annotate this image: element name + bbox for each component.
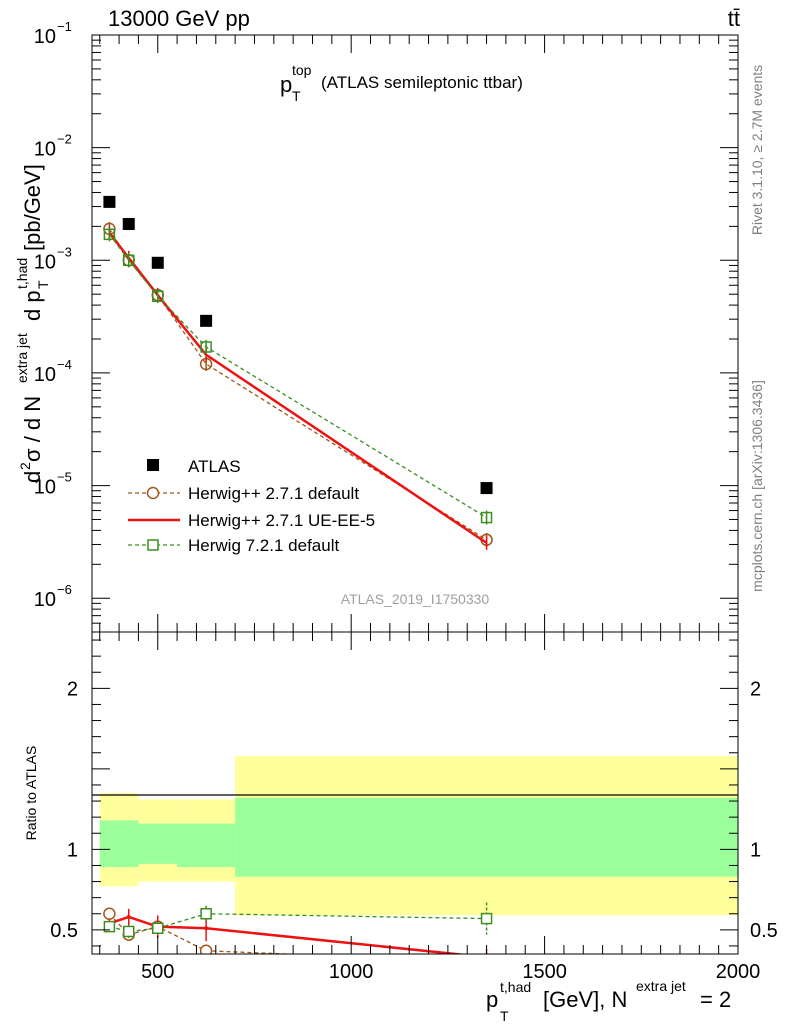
main-y-tick-exponent: −1: [57, 19, 72, 34]
herwig-7-2-1-default-main-point: [122, 254, 135, 267]
inner-band-bin-0: [99, 820, 120, 868]
plot-title-main: p: [280, 72, 292, 97]
mcplots-label: mcplots.cern.ch [arXiv:1306.3436]: [749, 380, 765, 592]
ratio-y-tick-label-right: 0.5: [750, 920, 778, 942]
plot-title-sub: T: [292, 88, 301, 104]
ratio-series: [103, 902, 493, 968]
atlas-data-point: [103, 195, 116, 208]
main-series: [103, 195, 493, 550]
x-tick-label: 2000: [716, 961, 761, 983]
ratio-frame: [91, 631, 739, 955]
legend-marker-herwigpp-default: [146, 486, 160, 500]
svg-text:extra jet: extra jet: [636, 978, 686, 994]
plot-title-sup: top: [292, 62, 312, 78]
legend-label-herwig7-default: Herwig 7.2.1 default: [188, 536, 339, 555]
herwig-7-2-1-default-ratio-point: [200, 908, 212, 920]
herwig-7-2-1-default-ratio-point: [152, 922, 164, 934]
herwig-7-2-1-default-ratio-point: [480, 912, 493, 925]
x-axis-label: p T t,had [GeV], N extra jet = 2: [486, 978, 731, 1024]
herwig-2-7-1-ue-ee-5-ratio-point: [126, 914, 131, 919]
svg-text:d p: d p: [20, 290, 45, 321]
legend-label-herwigpp-ueee5: Herwig++ 2.7.1 UE-EE-5: [188, 511, 375, 530]
inner-band-bin-4: [235, 797, 738, 877]
herwig-2-7-1-default-ratio-point: [103, 907, 116, 920]
energy-label: 13000 GeV pp: [108, 6, 250, 31]
svg-text:t,had: t,had: [500, 979, 531, 995]
x-tick-label: 500: [141, 961, 174, 983]
ratio-uncertainty-bands: [99, 755, 738, 916]
svg-text:extra jet: extra jet: [14, 333, 30, 383]
main-y-tick-label: 10: [34, 251, 56, 273]
x-tick-label: 1500: [522, 961, 567, 983]
main-y-tick-label: 10: [34, 589, 56, 611]
herwig-7-2-1-default-ratio-line: [109, 913, 487, 933]
herwig-7-2-1-default-main-point: [152, 290, 164, 302]
main-y-tick-label: 10: [34, 477, 56, 499]
atlas-data-point: [200, 314, 213, 327]
analysis-id: ATLAS_2019_I1750330: [341, 591, 490, 607]
atlas-data-point: [480, 482, 493, 495]
herwig-7-2-1-default-main-line: [108, 233, 487, 519]
atlas-data-point: [122, 217, 135, 230]
ratio-y-axis-label: Ratio to ATLAS: [23, 746, 39, 841]
svg-text:p: p: [486, 987, 498, 1012]
main-axis-ticks: 10−610−510−410−310−210−1: [34, 19, 739, 632]
herwig-2-7-1-ue-ee-5-ratio-point: [204, 926, 209, 931]
svg-text:[GeV], N: [GeV], N: [543, 987, 627, 1012]
x-tick-label: 1000: [329, 961, 374, 983]
ratio-y-tick-label-right: 2: [750, 678, 761, 700]
ratio-y-tick-label: 2: [67, 678, 78, 700]
herwig-7-2-1-default-main-point: [103, 228, 116, 241]
svg-text:= 2: = 2: [700, 987, 731, 1012]
main-panel: 10−610−510−410−310−210−1 p top T (ATLAS …: [34, 19, 739, 633]
svg-text:T: T: [35, 280, 51, 289]
herwig-2-7-1-default-ratio-point: [199, 944, 213, 954]
legend-marker-atlas: [147, 459, 159, 471]
main-y-tick-exponent: −5: [57, 470, 72, 485]
main-y-tick-exponent: −6: [57, 582, 72, 597]
svg-text:t,had: t,had: [14, 258, 30, 289]
herwig-2-7-1-default-ratio-point: [481, 957, 492, 968]
legend-marker-herwig7-default: [147, 539, 159, 551]
ratio-axis-ticks: 0.5 0.5 1 1 2 2 500 1000 1500 2000: [50, 632, 778, 983]
svg-text:2: 2: [17, 462, 33, 470]
herwig-7-2-1-default-ratio-point: [122, 925, 135, 938]
ratio-y-tick-label: 1: [67, 839, 78, 861]
herwig-2-7-1-ue-ee-5-ratio-point: [485, 955, 489, 959]
herwig-7-2-1-default-main-point: [480, 511, 493, 524]
herwig-7-2-1-default-main-point: [200, 341, 212, 353]
legend-label-herwigpp-default: Herwig++ 2.7.1 default: [188, 484, 359, 503]
main-y-tick-exponent: −4: [57, 357, 72, 372]
main-y-axis-label: d 2 σ / d N extra jet d p T t,had [pb/Ge…: [14, 164, 51, 483]
rivet-version-label: Rivet 3.1.10, ≥ 2.7M events: [749, 65, 765, 235]
legend: ATLAS Herwig++ 2.7.1 default Herwig++ 2.…: [128, 457, 375, 555]
inner-band-bin-2: [138, 823, 178, 864]
inner-band-bin-3: [177, 823, 236, 868]
main-y-tick-label: 10: [34, 364, 56, 386]
main-y-tick-exponent: −3: [57, 244, 72, 259]
svg-text:T: T: [500, 1008, 509, 1024]
herwig-7-2-1-default-ratio-point: [103, 920, 116, 933]
main-y-tick-label: 10: [34, 26, 56, 48]
legend-label-atlas: ATLAS: [188, 457, 241, 476]
svg-text:σ / d N: σ / d N: [20, 396, 45, 462]
ratio-y-tick-label: 0.5: [50, 920, 78, 942]
svg-text:d: d: [20, 471, 45, 483]
ratio-y-tick-label-right: 1: [750, 839, 761, 861]
svg-text:[pb/GeV]: [pb/GeV]: [20, 164, 45, 251]
plot-title-rest: (ATLAS semileptonic ttbar): [321, 73, 523, 92]
atlas-data-point: [151, 256, 164, 269]
main-y-tick-label: 10: [34, 139, 56, 161]
process-label: tt̄: [728, 6, 740, 31]
ratio-panel: 0.5 0.5 1 1 2 2 500 1000 1500 2000: [50, 631, 778, 983]
inner-band-bin-1: [119, 820, 139, 868]
herwig-2-7-1-ue-ee-5-ratio-line: [109, 915, 468, 954]
main-y-tick-exponent: −2: [57, 132, 72, 147]
